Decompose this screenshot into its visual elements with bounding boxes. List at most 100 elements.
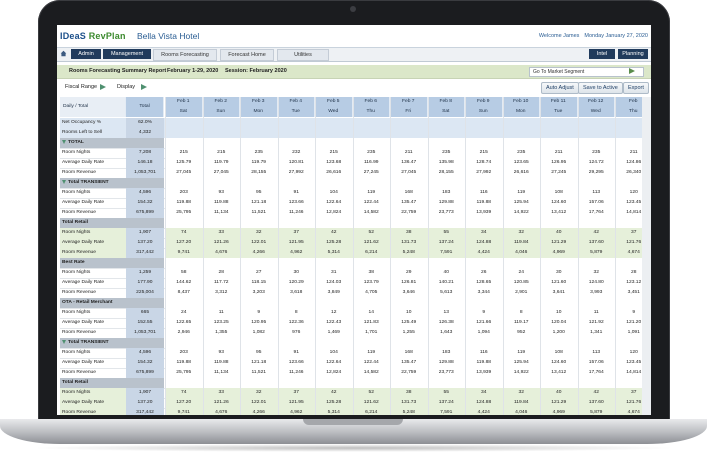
corner-toggle[interactable]: Daily / Total	[60, 97, 126, 117]
home-icon[interactable]	[60, 50, 67, 57]
value-cell[interactable]: 74	[165, 228, 203, 238]
value-cell[interactable]: 119.88	[202, 198, 240, 208]
value-cell[interactable]: 123.45	[615, 358, 651, 368]
value-cell[interactable]: 121.76	[615, 238, 651, 248]
value-cell[interactable]: 9	[240, 308, 278, 318]
value-cell[interactable]: 8	[502, 308, 540, 318]
value-cell[interactable]: 168	[390, 188, 428, 198]
value-cell[interactable]: 122.44	[352, 198, 390, 208]
value-cell[interactable]: 124.60	[540, 358, 578, 368]
date-header[interactable]: Feb 8	[427, 97, 465, 107]
value-cell[interactable]: 34	[465, 228, 503, 238]
value-cell[interactable]: 126.38	[427, 318, 465, 328]
value-cell[interactable]: 119	[352, 188, 390, 198]
value-cell[interactable]	[352, 118, 390, 128]
value-cell[interactable]: 137.24	[427, 238, 465, 248]
value-cell[interactable]: 211	[540, 148, 578, 158]
value-cell[interactable]: 37	[277, 388, 315, 398]
value-cell[interactable]: 13,412	[540, 208, 578, 218]
value-cell[interactable]: 122.43	[315, 318, 353, 328]
value-cell[interactable]: 104	[315, 348, 353, 358]
value-cell[interactable]: 119.88	[202, 358, 240, 368]
value-cell[interactable]: 116	[465, 348, 503, 358]
value-cell[interactable]: 32	[240, 388, 278, 398]
value-cell[interactable]: 2,946	[165, 328, 203, 338]
date-header[interactable]: Feb 10	[502, 97, 540, 107]
value-cell[interactable]: 120.95	[240, 318, 278, 328]
section-title[interactable]: Best Rate	[60, 258, 126, 268]
value-cell[interactable]: 113	[577, 348, 615, 358]
value-cell[interactable]: 183	[427, 188, 465, 198]
value-cell[interactable]: 14,582	[352, 208, 390, 218]
value-cell[interactable]: 124.72	[577, 158, 615, 168]
value-cell[interactable]: 9	[465, 308, 503, 318]
export-button[interactable]: Export	[623, 82, 649, 94]
value-cell[interactable]: 11,521	[240, 208, 278, 218]
value-cell[interactable]: 3,451	[615, 288, 651, 298]
value-cell[interactable]: 124.88	[465, 398, 503, 408]
value-cell[interactable]: 119.88	[165, 198, 203, 208]
value-cell[interactable]	[240, 128, 278, 138]
value-cell[interactable]: 121.18	[240, 198, 278, 208]
value-cell[interactable]: 29	[390, 268, 428, 278]
value-cell[interactable]: 122.01	[240, 398, 278, 408]
value-cell[interactable]: 4,676	[202, 408, 240, 415]
value-cell[interactable]: 122.36	[277, 318, 315, 328]
value-cell[interactable]: 168	[390, 348, 428, 358]
value-cell[interactable]: 122.65	[165, 318, 203, 328]
value-cell[interactable]: 125.79	[165, 158, 203, 168]
value-cell[interactable]: 128.65	[465, 278, 503, 288]
value-cell[interactable]: 11,246	[277, 368, 315, 378]
value-cell[interactable]: 37	[615, 388, 651, 398]
value-cell[interactable]: 42	[577, 228, 615, 238]
value-cell[interactable]: 122.64	[315, 198, 353, 208]
value-cell[interactable]: 93	[202, 348, 240, 358]
value-cell[interactable]: 12,824	[315, 208, 353, 218]
value-cell[interactable]: 235	[427, 148, 465, 158]
value-cell[interactable]: 4,266	[240, 248, 278, 258]
value-cell[interactable]: 29,295	[577, 168, 615, 178]
value-cell[interactable]: 4,046	[502, 408, 540, 415]
value-cell[interactable]: 12,824	[315, 368, 353, 378]
value-cell[interactable]: 4,676	[202, 248, 240, 258]
value-cell[interactable]: 3,849	[315, 288, 353, 298]
value-cell[interactable]: 119	[502, 188, 540, 198]
value-cell[interactable]	[240, 118, 278, 128]
value-cell[interactable]: 27,045	[390, 168, 428, 178]
value-cell[interactable]: 25,795	[165, 208, 203, 218]
value-cell[interactable]: 95	[240, 188, 278, 198]
value-cell[interactable]: 7,591	[427, 408, 465, 415]
value-cell[interactable]: 27,245	[540, 168, 578, 178]
value-cell[interactable]: 37	[615, 228, 651, 238]
value-cell[interactable]: 122.44	[352, 358, 390, 368]
value-cell[interactable]: 11	[577, 308, 615, 318]
value-cell[interactable]: 235	[577, 148, 615, 158]
value-cell[interactable]: 119.79	[202, 158, 240, 168]
date-header[interactable]: Feb 9	[465, 97, 503, 107]
collapse-triangle-icon[interactable]	[62, 179, 66, 184]
value-cell[interactable]: 122.01	[240, 238, 278, 248]
section-title[interactable]: TOTAL	[60, 138, 126, 148]
value-cell[interactable]: 4,424	[465, 248, 503, 258]
value-cell[interactable]: 6,214	[352, 408, 390, 415]
value-cell[interactable]: 3,312	[202, 288, 240, 298]
value-cell[interactable]: 3,618	[277, 288, 315, 298]
value-cell[interactable]: 3,203	[240, 288, 278, 298]
value-cell[interactable]: 123.65	[502, 158, 540, 168]
value-cell[interactable]: 24	[502, 268, 540, 278]
value-cell[interactable]: 13,939	[465, 368, 503, 378]
value-cell[interactable]	[315, 118, 353, 128]
value-cell[interactable]	[315, 128, 353, 138]
app-logo[interactable]: IDeaS RevPlan	[60, 31, 126, 41]
value-cell[interactable]: 113	[577, 188, 615, 198]
value-cell[interactable]: 121.76	[615, 398, 651, 408]
value-cell[interactable]: 5,879	[577, 248, 615, 258]
value-cell[interactable]: 123.25	[202, 318, 240, 328]
value-cell[interactable]: 183	[427, 348, 465, 358]
value-cell[interactable]: 124.60	[540, 198, 578, 208]
welcome-text[interactable]: Welcome James	[538, 33, 580, 39]
value-cell[interactable]	[465, 118, 503, 128]
value-cell[interactable]: 24	[165, 308, 203, 318]
value-cell[interactable]: 58	[165, 268, 203, 278]
date-header[interactable]: Feb 7	[390, 97, 428, 107]
